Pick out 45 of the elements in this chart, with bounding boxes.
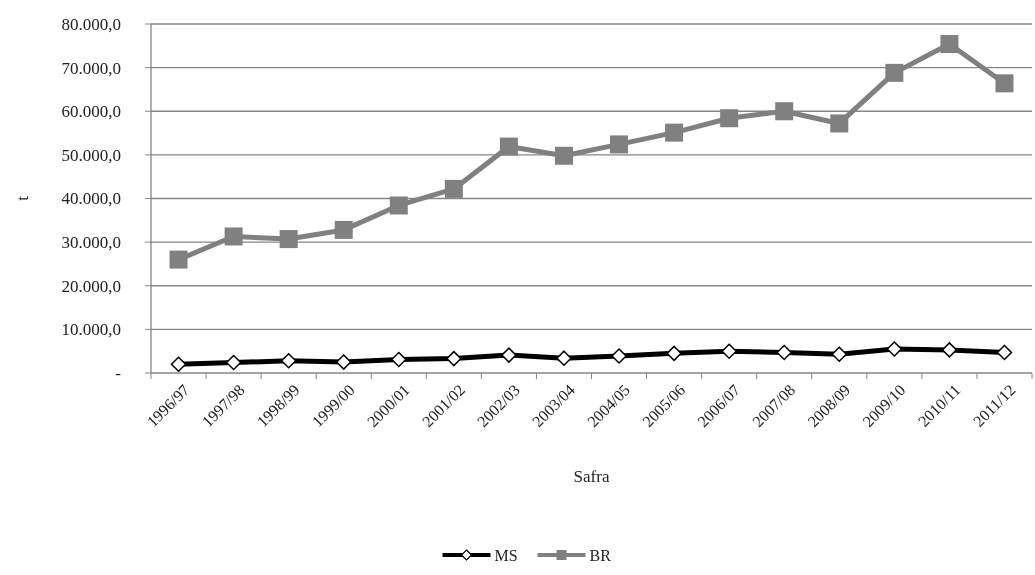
point [776, 344, 792, 361]
point [995, 74, 1014, 93]
y-tick-label: 50.000,0 [61, 145, 121, 165]
point [335, 354, 352, 370]
y-axis-title: t [12, 195, 32, 201]
point [666, 345, 682, 362]
y-tick-label: 10.000,0 [61, 320, 121, 340]
point [831, 346, 848, 362]
point [224, 227, 243, 246]
point [170, 356, 187, 373]
legend-label: MS [494, 546, 518, 564]
x-axis-title: Safra [573, 467, 610, 486]
point [665, 123, 684, 142]
point [720, 109, 739, 128]
y-tick-label: 60.000,0 [61, 102, 121, 122]
point [721, 343, 737, 359]
point [996, 344, 1013, 361]
point [554, 146, 573, 165]
y-tick-label: 70.000,0 [61, 58, 121, 78]
point [830, 114, 849, 133]
point [169, 250, 188, 269]
point [886, 341, 903, 357]
point [775, 102, 794, 121]
y-tick-label: 30.000,0 [61, 233, 121, 253]
point [941, 342, 958, 358]
point [885, 63, 904, 82]
legend-label: BR [589, 546, 612, 564]
point [446, 350, 462, 367]
point [334, 220, 353, 239]
y-tick-label: - [115, 363, 122, 383]
point [610, 135, 629, 154]
point [611, 348, 627, 364]
point [499, 137, 518, 156]
point [280, 353, 297, 369]
point [391, 351, 407, 368]
y-tick-label: 40.000,0 [61, 189, 121, 209]
point [444, 179, 463, 198]
point [556, 350, 572, 366]
point [389, 196, 408, 215]
y-tick-label: 20.000,0 [61, 276, 121, 296]
y-tick-label: 80.000,0 [61, 14, 121, 34]
point [940, 35, 959, 54]
point [225, 354, 242, 371]
point [501, 347, 517, 363]
point [279, 230, 298, 249]
